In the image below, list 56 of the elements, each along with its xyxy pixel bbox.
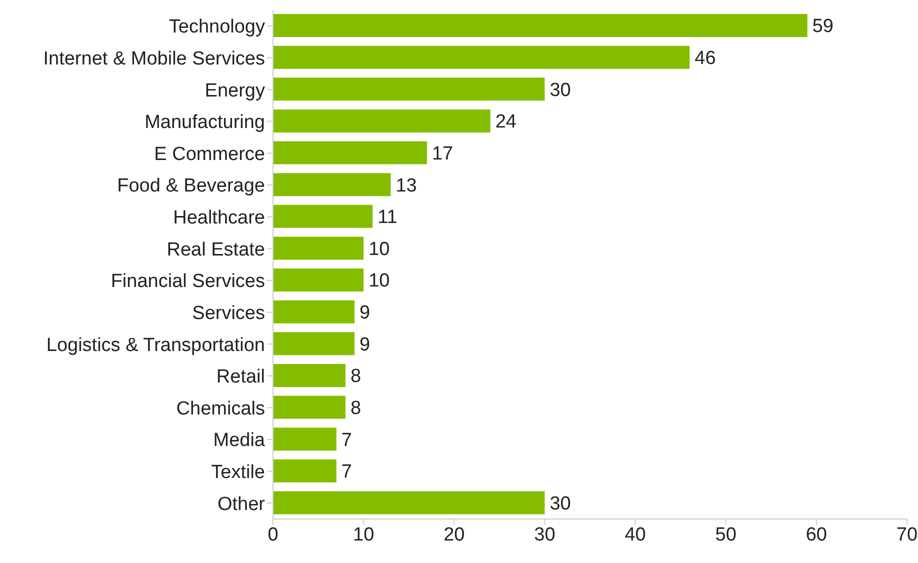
bar xyxy=(273,78,545,101)
x-tick-label: 70 xyxy=(896,524,918,546)
data-label: 30 xyxy=(550,80,571,101)
x-tick-label: 40 xyxy=(624,524,646,546)
y-tick-label: Retail xyxy=(216,366,265,388)
bar xyxy=(273,268,364,292)
y-tick-label: Manufacturing xyxy=(144,112,265,134)
data-label: 8 xyxy=(350,398,362,419)
y-tick-label: Textile xyxy=(211,462,265,484)
y-tick-label: Media xyxy=(213,430,266,452)
bar xyxy=(273,14,808,37)
bar xyxy=(273,236,364,260)
data-label: 8 xyxy=(350,366,362,388)
x-tick-label: 50 xyxy=(715,524,736,546)
data-label: 46 xyxy=(694,48,716,70)
data-label: 24 xyxy=(495,112,517,133)
data-label: 9 xyxy=(360,302,370,324)
bar xyxy=(273,300,355,324)
bar xyxy=(273,459,336,482)
x-tick-label: 0 xyxy=(268,524,278,546)
bar xyxy=(273,396,346,419)
data-label: 59 xyxy=(812,16,834,38)
y-tick-label: Internet & Mobile Services xyxy=(43,48,265,70)
data-label: 11 xyxy=(378,207,398,228)
data-label: 10 xyxy=(368,270,390,292)
y-tick-label: Food & Beverage xyxy=(117,176,265,197)
bar xyxy=(273,109,490,132)
data-label: 7 xyxy=(341,430,352,451)
data-label: 7 xyxy=(341,462,352,483)
bar xyxy=(273,364,346,387)
data-label: 9 xyxy=(360,334,370,356)
y-tick-label: Healthcare xyxy=(173,208,265,229)
bar xyxy=(273,428,336,451)
data-label: 13 xyxy=(396,175,417,196)
bar xyxy=(273,491,545,514)
bar xyxy=(273,332,355,356)
x-tick-label: 20 xyxy=(444,524,465,546)
bar xyxy=(273,204,373,228)
y-tick-label: Financial Services xyxy=(110,271,265,292)
bar xyxy=(273,46,690,69)
data-label: 30 xyxy=(550,493,571,514)
bar xyxy=(273,141,427,164)
y-tick-label: Real Estate xyxy=(166,239,265,260)
y-tick-label: Chemicals xyxy=(176,398,265,420)
y-tick-label: Energy xyxy=(204,80,266,102)
data-label: 10 xyxy=(368,238,390,260)
y-tick-label: E Commerce xyxy=(154,144,265,165)
bar xyxy=(273,173,391,196)
y-tick-label: Other xyxy=(217,494,266,515)
x-tick-label: 60 xyxy=(806,524,827,546)
y-tick-label: Logistics & Transportation xyxy=(46,334,265,356)
y-tick-label: Services xyxy=(192,302,265,324)
data-label: 17 xyxy=(432,143,454,164)
y-tick-label: Technology xyxy=(168,16,266,38)
x-tick-label: 30 xyxy=(534,524,556,546)
x-tick-label: 10 xyxy=(353,524,374,546)
